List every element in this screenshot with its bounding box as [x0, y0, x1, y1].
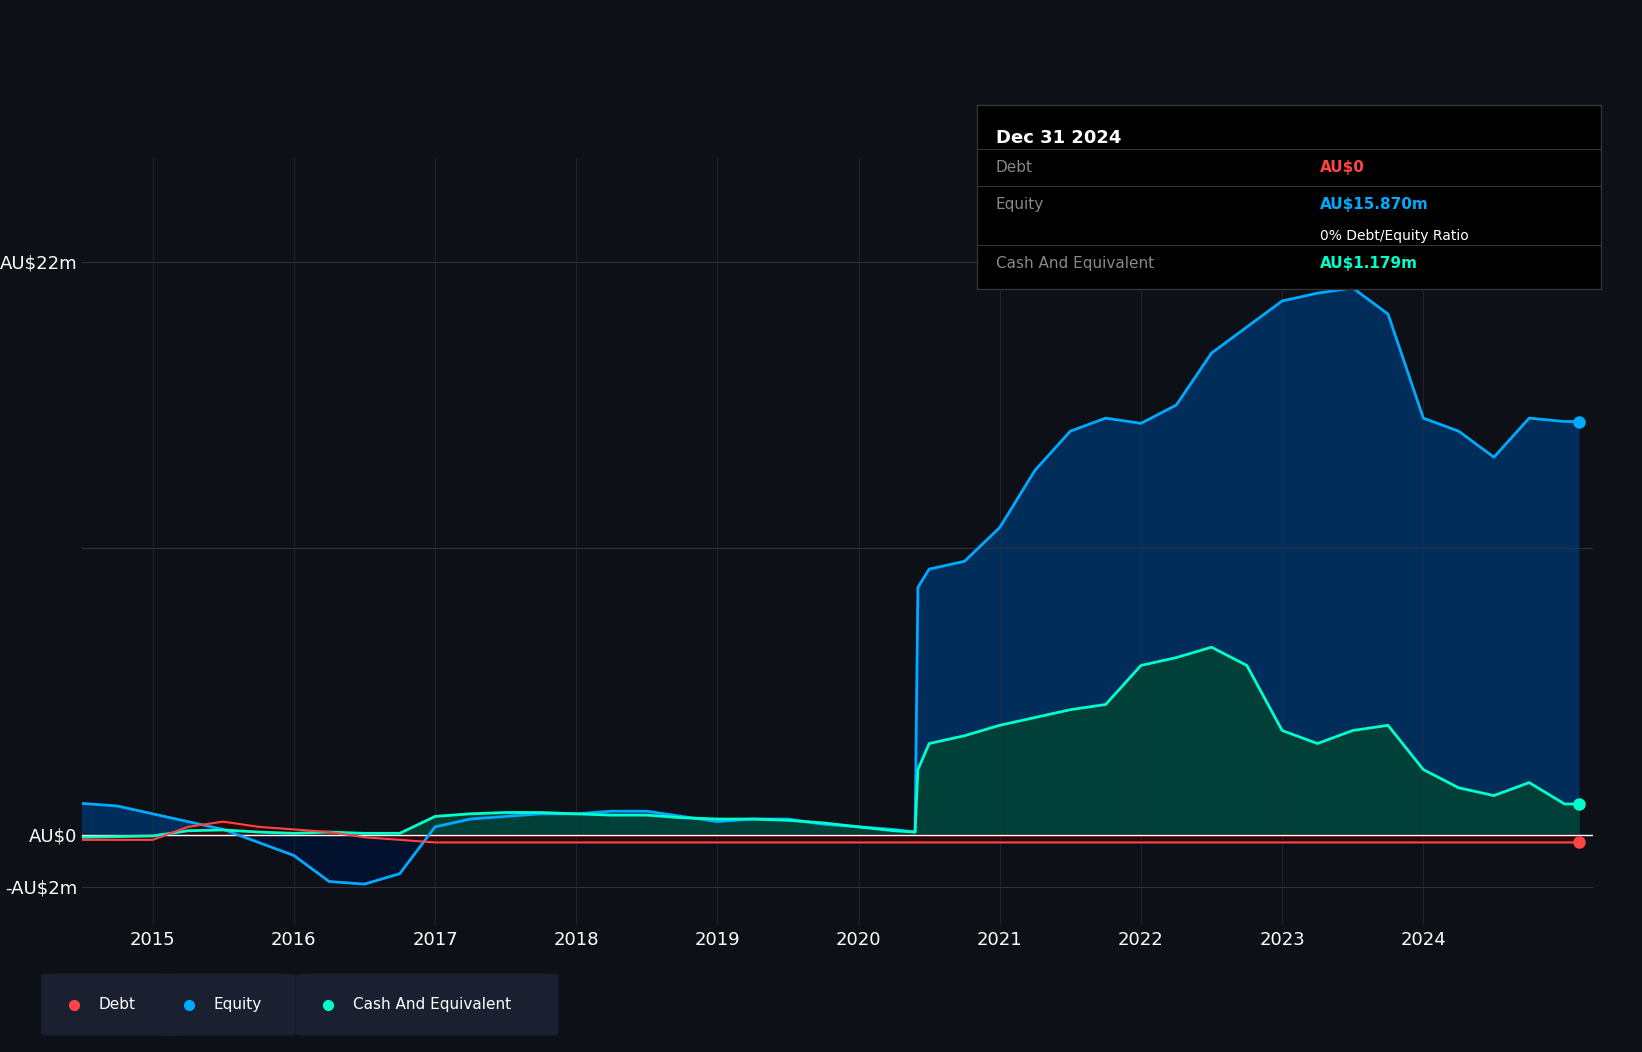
Text: Debt: Debt [99, 997, 136, 1012]
Text: Dec 31 2024: Dec 31 2024 [995, 129, 1121, 147]
Text: AU$1.179m: AU$1.179m [1320, 257, 1419, 271]
Text: Cash And Equivalent: Cash And Equivalent [353, 997, 511, 1012]
Text: 0% Debt/Equity Ratio: 0% Debt/Equity Ratio [1320, 228, 1470, 243]
Text: AU$0: AU$0 [1320, 161, 1365, 176]
Text: AU$15.870m: AU$15.870m [1320, 198, 1429, 213]
Text: Cash And Equivalent: Cash And Equivalent [995, 257, 1154, 271]
Text: Equity: Equity [213, 997, 261, 1012]
Text: Equity: Equity [995, 198, 1044, 213]
Text: Debt: Debt [995, 161, 1033, 176]
FancyBboxPatch shape [41, 974, 181, 1035]
FancyBboxPatch shape [296, 974, 558, 1035]
FancyBboxPatch shape [156, 974, 296, 1035]
